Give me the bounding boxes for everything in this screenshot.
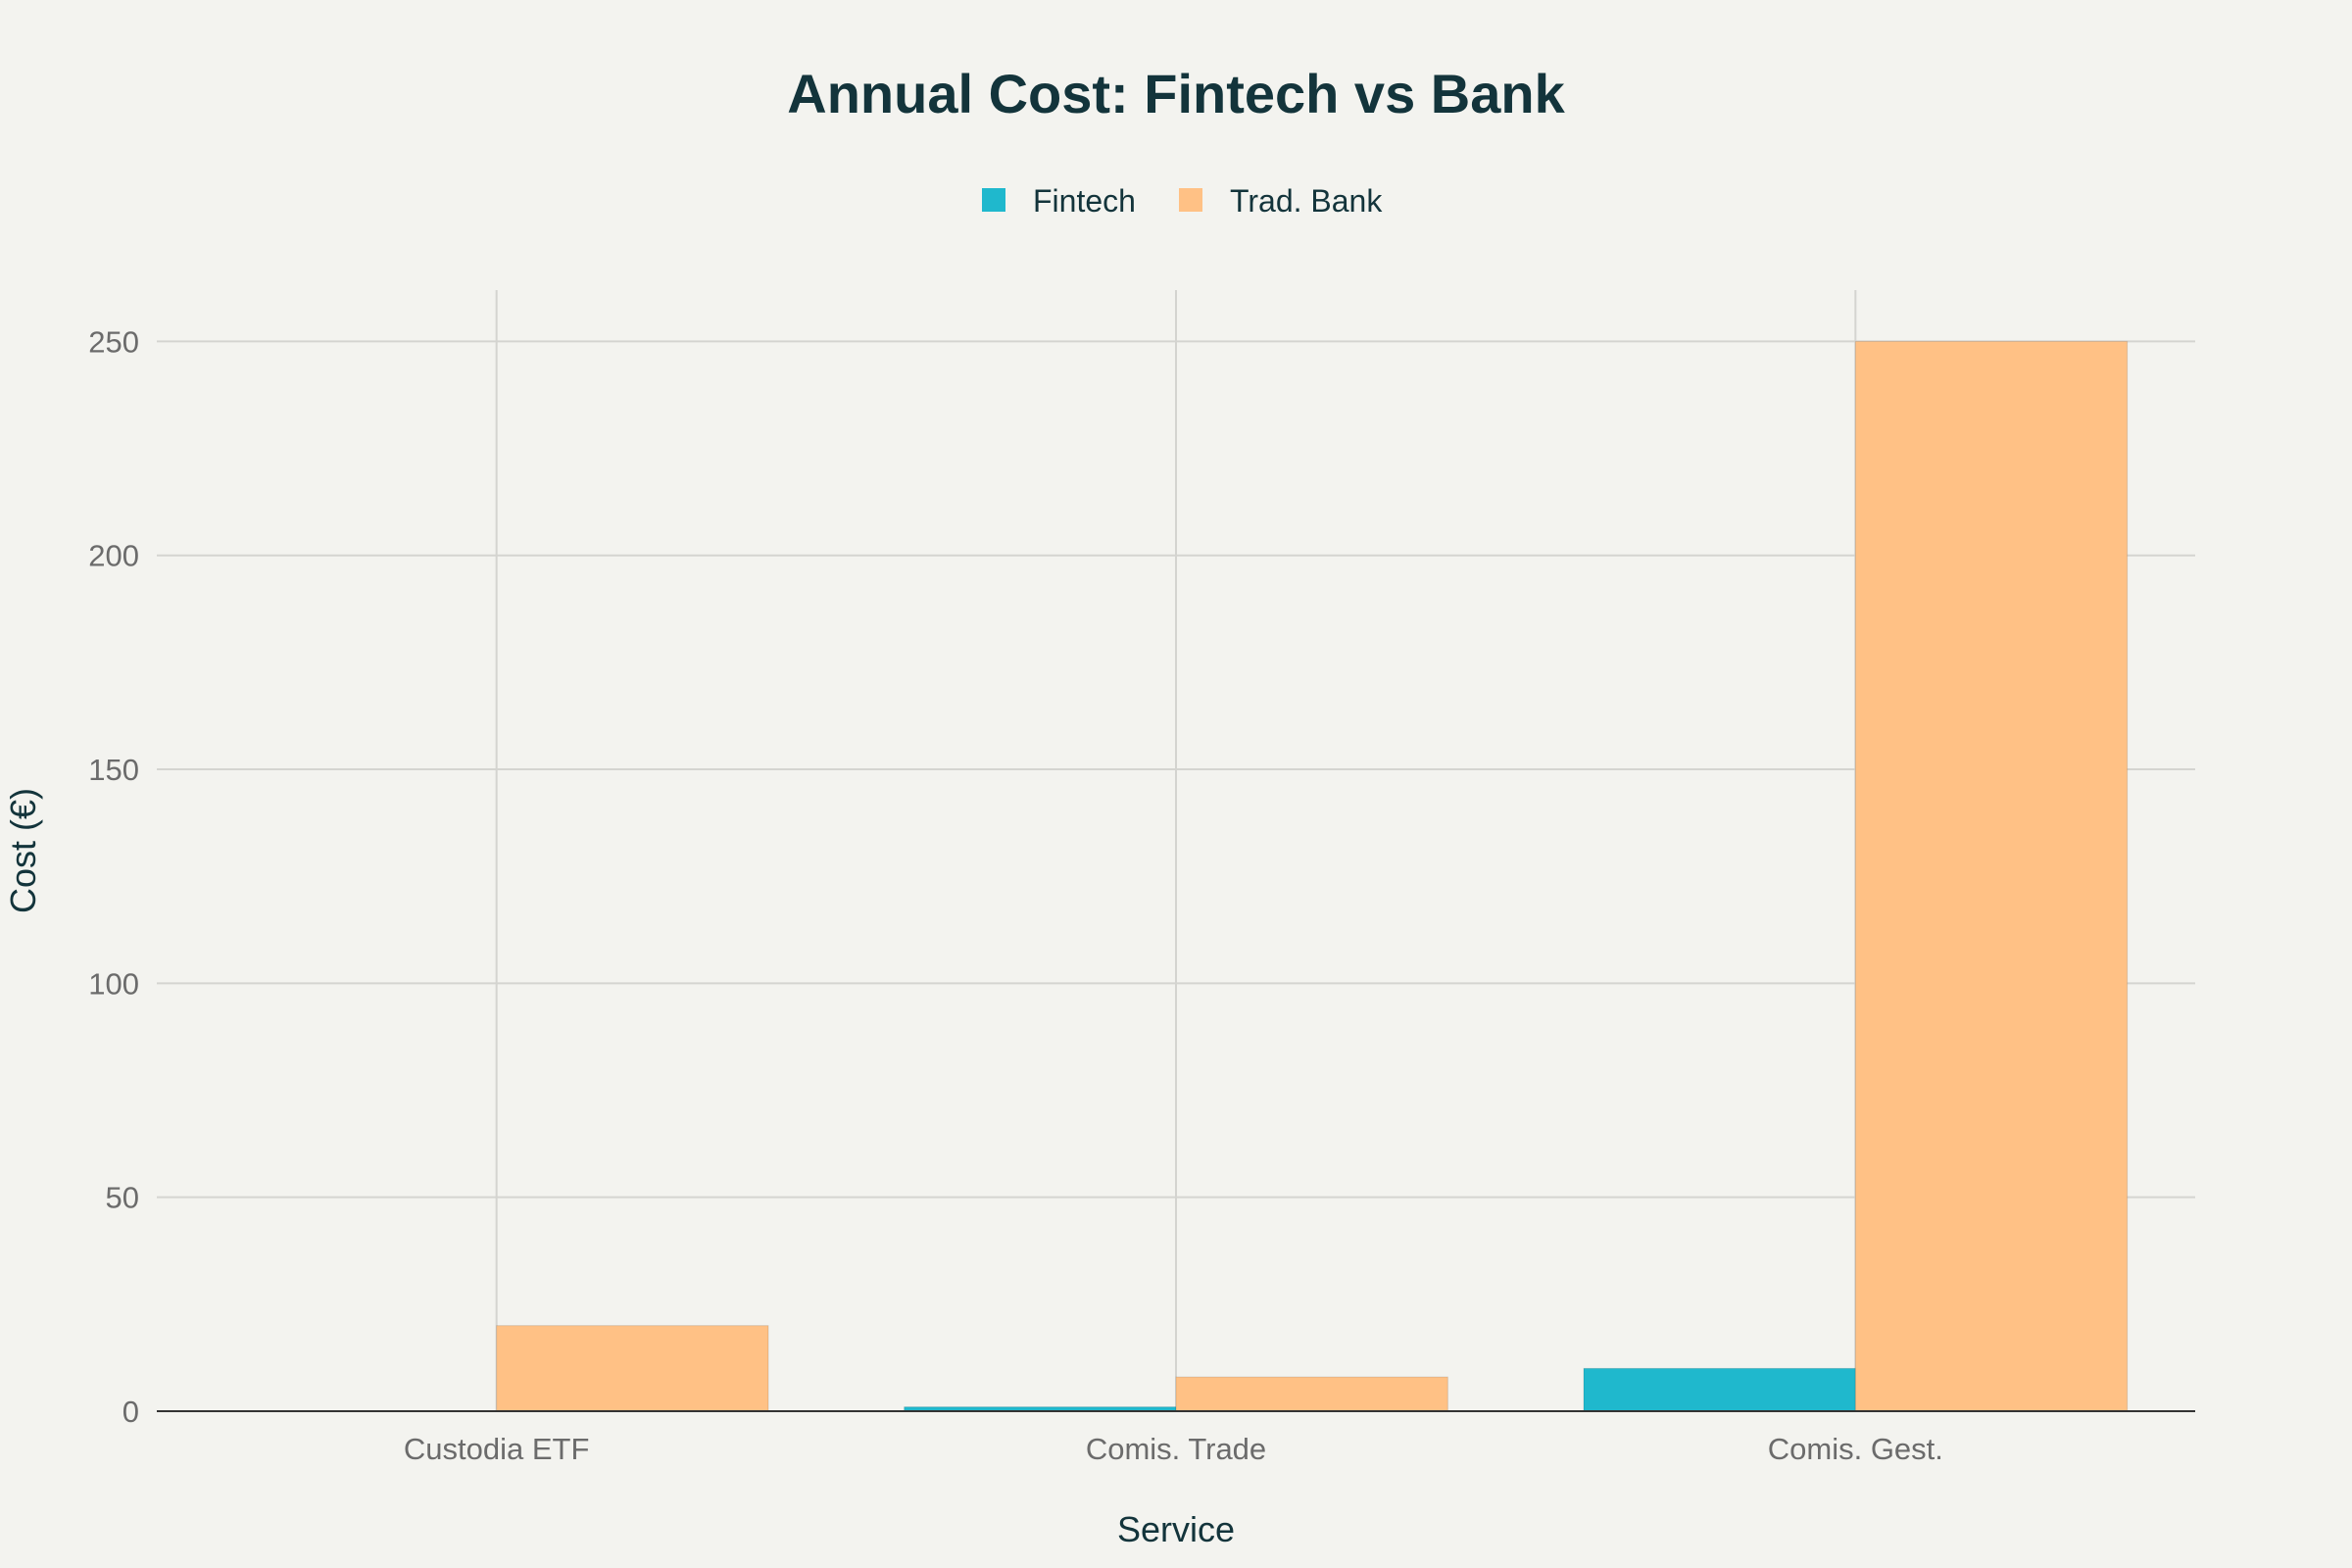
legend-swatch-trad-bank xyxy=(1179,188,1202,212)
y-tick-label: 50 xyxy=(106,1181,139,1215)
legend: Fintech Trad. Bank xyxy=(982,183,1383,219)
bar-fintech-2[interactable] xyxy=(1583,1367,1856,1412)
x-tick-label: Comis. Trade xyxy=(1086,1432,1266,1466)
y-tick-label: 100 xyxy=(88,966,139,1001)
x-tick-label: Comis. Gest. xyxy=(1768,1432,1943,1466)
bar-trad-bank-2[interactable] xyxy=(1854,340,2129,1412)
bar-trad-bank-0[interactable] xyxy=(496,1325,769,1412)
bar-trad-bank-1[interactable] xyxy=(1175,1376,1448,1412)
x-tick-label: Custodia ETF xyxy=(404,1432,590,1466)
chart-title: Annual Cost: Fintech vs Bank xyxy=(787,63,1565,124)
legend-label-fintech: Fintech xyxy=(1033,183,1136,219)
y-tick-label: 200 xyxy=(88,539,139,573)
legend-label-trad-bank: Trad. Bank xyxy=(1230,183,1383,219)
y-tick-label: 0 xyxy=(122,1395,139,1429)
legend-swatch-fintech xyxy=(982,188,1005,212)
x-tick-labels: Custodia ETF Comis. Trade Comis. Gest. xyxy=(404,1432,1943,1466)
y-tick-labels: 0 50 100 150 200 250 xyxy=(88,324,139,1429)
y-tick-label: 150 xyxy=(88,753,139,787)
y-tick-label: 250 xyxy=(88,324,139,359)
bars-layer xyxy=(496,340,2129,1412)
x-axis-title: Service xyxy=(1117,1509,1235,1549)
y-axis-title: Cost (€) xyxy=(3,788,43,913)
